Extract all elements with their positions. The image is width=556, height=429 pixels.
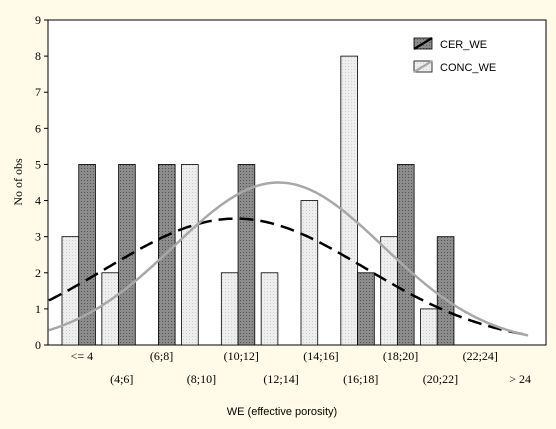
bar-conc-we-7 (340, 55, 358, 346)
y-tick-label-9: 9 (35, 13, 41, 27)
legend-swatch-conc-we (413, 60, 433, 73)
y-axis: 0 1 2 3 4 5 6 7 8 9 (35, 13, 48, 352)
bar-conc-we-1 (101, 272, 119, 346)
bar-conc-we-9 (420, 308, 438, 346)
legend-swatch-line-0 (413, 37, 433, 50)
y-tick-label-7: 7 (35, 85, 41, 99)
legend: CER_WE CONC_WE (413, 37, 496, 74)
y-tick-label-2: 2 (35, 266, 41, 280)
bar-conc-we-3 (181, 164, 199, 346)
legend-label-cer-we: CER_WE (440, 39, 487, 51)
y-tick-label-1: 1 (35, 302, 41, 316)
y-tick-label-3: 3 (35, 230, 41, 244)
bar-cer-we-8 (396, 164, 415, 346)
x-tick-label-6: (14;16] (303, 349, 338, 363)
legend-label-conc-we: CONC_WE (440, 62, 496, 74)
bar-cer-we-9 (436, 236, 455, 346)
x-tick-label-2: (6;8] (150, 349, 173, 363)
x-tick-label-11: > 24 (509, 372, 531, 386)
y-tick-label-6: 6 (35, 121, 41, 135)
fit-curve-cer-we (48, 217, 529, 337)
y-axis-label: No of obs (11, 158, 25, 206)
x-tick-label-0: <= 4 (71, 349, 94, 363)
fit-curve-conc-we (48, 181, 529, 337)
bar-conc-we-5 (260, 272, 279, 346)
x-tick-label-8: (18;20] (383, 349, 418, 363)
y-tick-label-4: 4 (35, 194, 41, 208)
legend-swatch-cer-we (413, 37, 433, 50)
legend-swatch-line-1 (413, 60, 433, 73)
bar-cer-we-1 (118, 164, 136, 346)
x-tick-label-10: (22;24] (463, 349, 498, 363)
bar-cer-we-4 (237, 164, 256, 346)
bar-cer-we-7 (357, 272, 375, 346)
x-tick-label-5: (12;14] (263, 372, 298, 386)
x-tick-label-4: (10;12] (224, 349, 259, 363)
x-axis-label: WE (effective porosity) (227, 406, 337, 418)
bar-conc-we-6 (300, 200, 319, 346)
bars-group (61, 55, 455, 346)
x-tick-label-3: (8;10] (187, 372, 216, 386)
fit-curves-group (48, 181, 529, 337)
x-tick-label-1: (4;6] (110, 372, 133, 386)
x-tick-label-7: (16;18] (343, 372, 378, 386)
y-tick-label-8: 8 (35, 49, 41, 63)
y-tick-label-5: 5 (35, 157, 41, 171)
x-axis: <= 4 (4;6] (6;8] (8;10] (10;12] (12;14] (14;16… (71, 349, 531, 386)
bar-conc-we-4 (220, 272, 239, 346)
x-tick-label-9: (20;22] (423, 372, 458, 386)
y-tick-label-0: 0 (35, 338, 41, 352)
bar-conc-we-0 (61, 236, 80, 346)
bar-cer-we-0 (78, 164, 96, 346)
bar-cer-we-2 (157, 164, 176, 346)
